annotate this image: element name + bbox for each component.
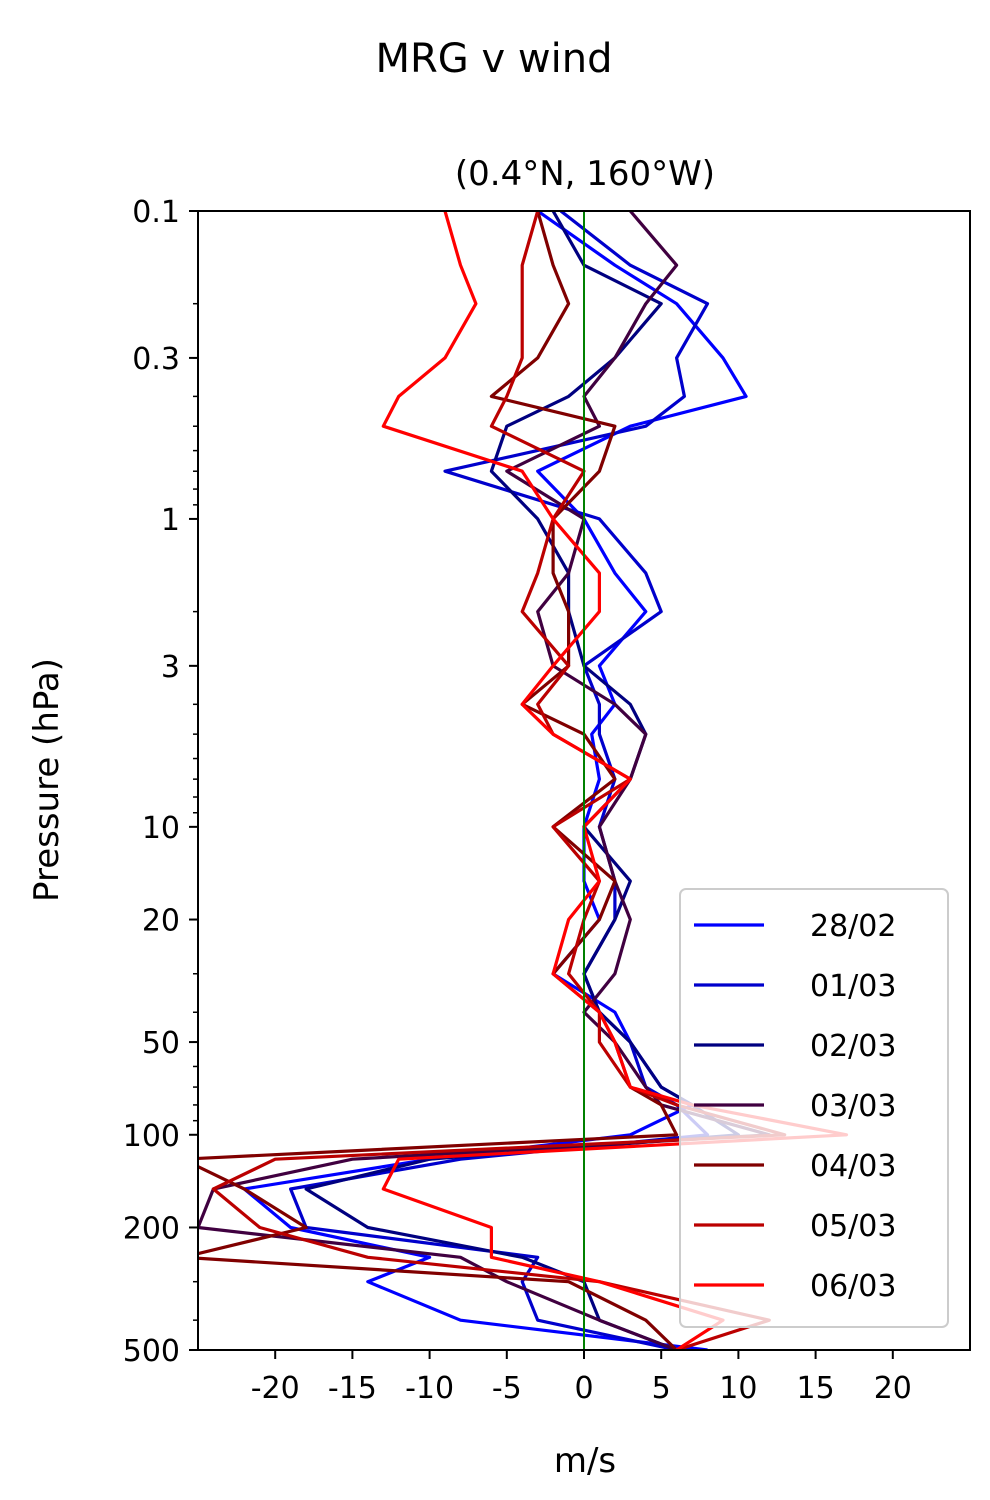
- y-tick-label: 10: [142, 811, 180, 846]
- chart-subtitle: (0.4°N, 160°W): [455, 154, 715, 194]
- y-tick-label: 100: [123, 1119, 180, 1154]
- legend: 28/02 01/03 02/03 03/03 04/03 05/03 06/03: [679, 888, 949, 1328]
- legend-label: 28/02: [810, 909, 896, 944]
- y-tick-label: 200: [123, 1211, 180, 1246]
- x-tick-label: 10: [719, 1371, 757, 1406]
- chart-title: MRG v wind: [376, 36, 613, 82]
- x-tick-label: 15: [797, 1371, 835, 1406]
- x-axis-label: m/s: [554, 1441, 616, 1481]
- series-line-28-02: [242, 211, 748, 1350]
- x-tick-label: 5: [652, 1371, 671, 1406]
- x-tick-label: -15: [328, 1371, 377, 1406]
- legend-label: 05/03: [810, 1209, 896, 1244]
- y-tick-label: 50: [142, 1026, 180, 1061]
- series-line-05-03: [211, 211, 787, 1350]
- x-tick-label: -20: [251, 1371, 300, 1406]
- legend-label: 04/03: [810, 1149, 896, 1184]
- x-axis: -20 -15 -10 -5 0 5 10 15 20: [251, 1350, 912, 1406]
- legend-box: [679, 888, 949, 1328]
- series-line-06-03: [381, 211, 849, 1350]
- y-axis: 0.1 0.3 1 3 10 20 50 100 200 500: [123, 195, 198, 1369]
- legend-label: 03/03: [810, 1089, 896, 1124]
- y-tick-label: 1: [161, 503, 180, 538]
- y-tick-label: 0.3: [132, 342, 180, 377]
- legend-label: 01/03: [810, 969, 896, 1004]
- x-tick-label: 0: [574, 1371, 593, 1406]
- y-tick-label: 500: [123, 1334, 180, 1369]
- x-tick-label: -5: [492, 1371, 522, 1406]
- series-line-02-03: [304, 211, 741, 1350]
- y-axis-label: Pressure (hPa): [27, 658, 67, 902]
- y-tick-label: 0.1: [132, 195, 180, 230]
- x-tick-label: -10: [405, 1371, 454, 1406]
- legend-label: 02/03: [810, 1029, 896, 1064]
- y-tick-label: 20: [142, 904, 180, 939]
- x-tick-label: 20: [874, 1371, 912, 1406]
- legend-label: 06/03: [810, 1269, 896, 1304]
- y-tick-label: 3: [161, 650, 180, 685]
